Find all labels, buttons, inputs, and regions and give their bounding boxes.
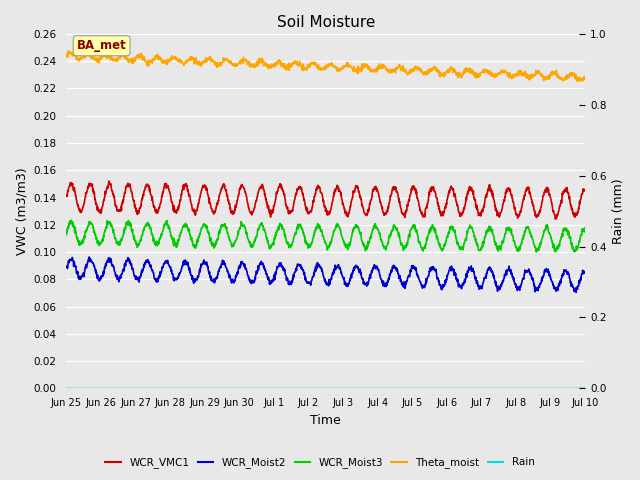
Theta_moist bbox=[573, 79, 581, 84]
Rain bbox=[63, 385, 70, 391]
WCR_Moist2 bbox=[358, 276, 365, 282]
Theta_moist bbox=[63, 54, 70, 60]
WCR_Moist3 bbox=[67, 217, 75, 223]
WCR_Moist3 bbox=[294, 223, 301, 228]
WCR_Moist2 bbox=[283, 275, 291, 281]
Rain bbox=[358, 385, 365, 391]
WCR_VMC1 bbox=[581, 187, 589, 193]
WCR_VMC1 bbox=[105, 178, 113, 184]
WCR_VMC1 bbox=[283, 205, 291, 211]
Rain bbox=[124, 385, 131, 391]
WCR_Moist3 bbox=[63, 232, 70, 238]
WCR_Moist3 bbox=[581, 225, 589, 230]
WCR_Moist3 bbox=[358, 238, 365, 244]
Theta_moist bbox=[124, 58, 132, 64]
WCR_VMC1 bbox=[303, 208, 311, 214]
Rain bbox=[303, 385, 310, 391]
Theta_moist bbox=[283, 64, 291, 70]
Legend: WCR_VMC1, WCR_Moist2, WCR_Moist3, Theta_moist, Rain: WCR_VMC1, WCR_Moist2, WCR_Moist3, Theta_… bbox=[101, 453, 539, 472]
Line: WCR_Moist2: WCR_Moist2 bbox=[67, 257, 585, 292]
Text: BA_met: BA_met bbox=[77, 39, 127, 52]
WCR_Moist2 bbox=[63, 264, 70, 270]
Rain bbox=[293, 385, 301, 391]
WCR_Moist2 bbox=[85, 254, 93, 260]
X-axis label: Time: Time bbox=[310, 414, 341, 427]
Theta_moist bbox=[303, 67, 311, 72]
WCR_Moist2 bbox=[581, 269, 589, 275]
WCR_Moist2 bbox=[572, 289, 580, 295]
WCR_Moist3 bbox=[124, 222, 132, 228]
Theta_moist bbox=[581, 76, 589, 82]
Y-axis label: VWC (m3/m3): VWC (m3/m3) bbox=[15, 168, 28, 255]
WCR_VMC1 bbox=[358, 203, 365, 209]
Theta_moist bbox=[103, 56, 111, 61]
Rain bbox=[102, 385, 110, 391]
Line: Theta_moist: Theta_moist bbox=[67, 51, 585, 82]
WCR_VMC1 bbox=[294, 187, 301, 192]
WCR_Moist3 bbox=[283, 239, 291, 245]
Rain bbox=[581, 385, 589, 391]
Title: Soil Moisture: Soil Moisture bbox=[276, 15, 375, 30]
WCR_Moist3 bbox=[103, 224, 111, 229]
Rain bbox=[283, 385, 291, 391]
WCR_Moist2 bbox=[124, 255, 132, 261]
WCR_VMC1 bbox=[63, 193, 70, 199]
Line: WCR_Moist3: WCR_Moist3 bbox=[67, 220, 585, 252]
Theta_moist bbox=[65, 48, 72, 54]
WCR_Moist2 bbox=[103, 258, 111, 264]
Line: WCR_VMC1: WCR_VMC1 bbox=[67, 181, 585, 219]
Theta_moist bbox=[358, 61, 365, 67]
WCR_VMC1 bbox=[102, 187, 110, 192]
Theta_moist bbox=[294, 63, 301, 69]
WCR_VMC1 bbox=[552, 216, 559, 222]
WCR_Moist3 bbox=[532, 249, 540, 255]
WCR_Moist3 bbox=[303, 242, 311, 248]
Y-axis label: Rain (mm): Rain (mm) bbox=[612, 179, 625, 244]
WCR_Moist2 bbox=[303, 279, 311, 285]
WCR_Moist2 bbox=[294, 261, 301, 267]
WCR_VMC1 bbox=[124, 180, 132, 186]
